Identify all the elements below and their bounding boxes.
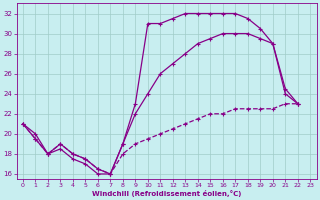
X-axis label: Windchill (Refroidissement éolien,°C): Windchill (Refroidissement éolien,°C) [92,190,241,197]
